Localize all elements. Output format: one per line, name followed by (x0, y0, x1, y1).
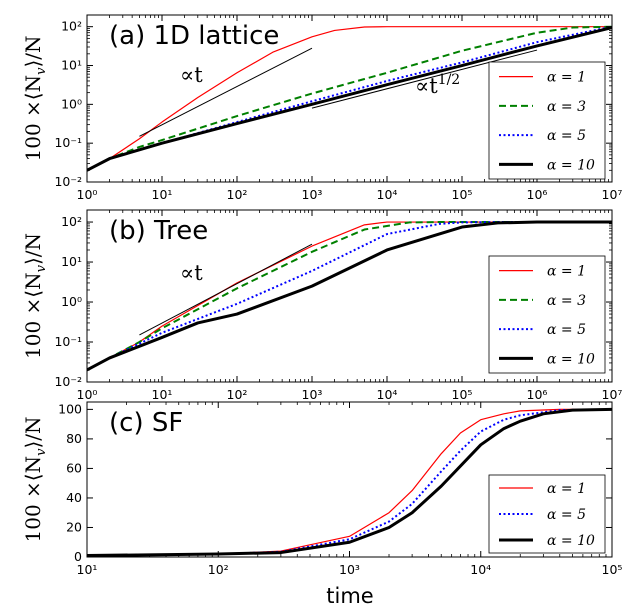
legend-label: α = 3 (547, 293, 586, 309)
x-tick-label: 10¹ (77, 562, 98, 577)
x-tick-label: 10⁵ (452, 387, 473, 402)
series-line-5 (87, 221, 612, 371)
series-line-5 (87, 25, 612, 172)
y-tick-label: 10⁻² (54, 374, 82, 389)
legend-label: α = 10 (547, 351, 595, 367)
legend-label: α = 1 (547, 481, 586, 497)
x-tick-label: 10¹ (152, 387, 173, 402)
x-tick-label: 10² (208, 562, 229, 577)
x-tick-label: 10⁶ (527, 187, 548, 202)
annotation-label: ∝t (180, 261, 203, 285)
y-tick-label: 10² (61, 19, 82, 34)
panel-title: (a) 1D lattice (109, 21, 279, 51)
x-tick-label: 10⁰ (77, 187, 98, 202)
x-tick-label: 10³ (339, 562, 360, 577)
y-axis-label: 100 ×⟨Nv⟩/N (21, 417, 49, 543)
panel-title: (c) SF (109, 408, 183, 438)
y-label-part: ⟩/N (21, 417, 45, 449)
legend-label: α = 10 (547, 533, 595, 549)
x-tick-label: 10¹ (152, 187, 173, 202)
legend-box (488, 61, 606, 180)
x-tick-label: 10⁵ (602, 562, 623, 577)
legend-label: α = 3 (547, 99, 586, 115)
y-label-part: 100 ×⟨N (21, 456, 45, 543)
y-tick-label: 0 (74, 549, 82, 564)
x-tick-label: 10³ (302, 387, 323, 402)
y-tick-label: 10¹ (61, 58, 82, 73)
annotation-exponent: 1/2 (438, 72, 461, 88)
legend-label: α = 1 (547, 264, 586, 280)
y-tick-label: 100 (58, 401, 82, 416)
y-tick-label: 10² (61, 214, 82, 229)
guide-line (139, 47, 313, 137)
legend-label: α = 5 (547, 322, 586, 338)
panel-b: ∝t 10⁰ 10¹ 10² 10³ 10⁴ 10⁵ 10⁶ 10⁷ 10⁻² 10⁻¹ 10⁰ 10¹… (21, 209, 623, 402)
y-tick-label: 10⁰ (61, 294, 82, 309)
x-tick-label: 10⁴ (377, 387, 398, 402)
y-tick-label: 10⁰ (61, 96, 82, 111)
legend-label: α = 10 (547, 157, 595, 173)
x-tick-label: 10⁶ (527, 387, 548, 402)
axes-frame (86, 209, 613, 383)
y-label-part: ⟩/N (21, 233, 45, 265)
legend-label: α = 1 (547, 70, 586, 86)
x-tick-label: 10⁷ (602, 387, 623, 402)
x-tick-label: 10⁵ (452, 187, 473, 202)
axes-frame (86, 14, 613, 183)
y-tick-label: 20 (66, 519, 82, 534)
x-tick-label: 10³ (302, 187, 323, 202)
y-label-part: 100 ×⟨N (21, 75, 45, 162)
y-label-sub: v (34, 264, 49, 272)
x-axis-label: time (326, 584, 373, 608)
series-line-10 (87, 26, 612, 172)
annotation-label: ∝t1/2 (415, 72, 460, 98)
annotation-base: ∝t (415, 74, 438, 98)
series-line-3 (87, 221, 612, 371)
y-label-sub: v (34, 448, 49, 456)
panel-c: 10¹ 10² 10³ 10⁴ 10⁵ 0 20 40 60 80 100 (c) SF 100 ×⟨N… (21, 401, 622, 577)
series-line-1 (87, 26, 612, 171)
x-tick-label: 10² (227, 387, 248, 402)
y-axis-label: 100 ×⟨Nv⟩/N (21, 233, 49, 359)
annotation-label: ∝t (180, 63, 203, 87)
legend-label: α = 5 (547, 507, 586, 523)
y-label-part: ⟩/N (21, 36, 45, 68)
y-tick-label: 10⁻¹ (54, 334, 82, 349)
series-line-10 (87, 407, 612, 557)
x-tick-label: 10² (227, 187, 248, 202)
x-tick-label: 10⁴ (470, 562, 491, 577)
series-line-3 (87, 25, 612, 172)
y-tick-label: 10⁻¹ (54, 135, 82, 150)
y-tick-label: 40 (66, 490, 82, 505)
x-tick-label: 10⁴ (377, 187, 398, 202)
legend-box (488, 255, 606, 374)
y-tick-label: 80 (66, 431, 82, 446)
y-tick-label: 60 (66, 460, 82, 475)
y-tick-label: 10¹ (61, 254, 82, 269)
guide-line (139, 243, 313, 336)
x-tick-label: 10⁷ (602, 187, 623, 202)
panel-title: (b) Tree (109, 216, 208, 246)
guide-line (311, 49, 538, 109)
x-tick-label: 10⁰ (77, 387, 98, 402)
y-label-part: 100 ×⟨N (21, 272, 45, 359)
y-axis-label: 100 ×⟨Nv⟩/N (21, 36, 49, 162)
y-label-sub: v (34, 67, 49, 75)
series-line-10 (87, 220, 612, 372)
legend-label: α = 5 (547, 128, 586, 144)
y-tick-label: 10⁻² (54, 174, 82, 189)
